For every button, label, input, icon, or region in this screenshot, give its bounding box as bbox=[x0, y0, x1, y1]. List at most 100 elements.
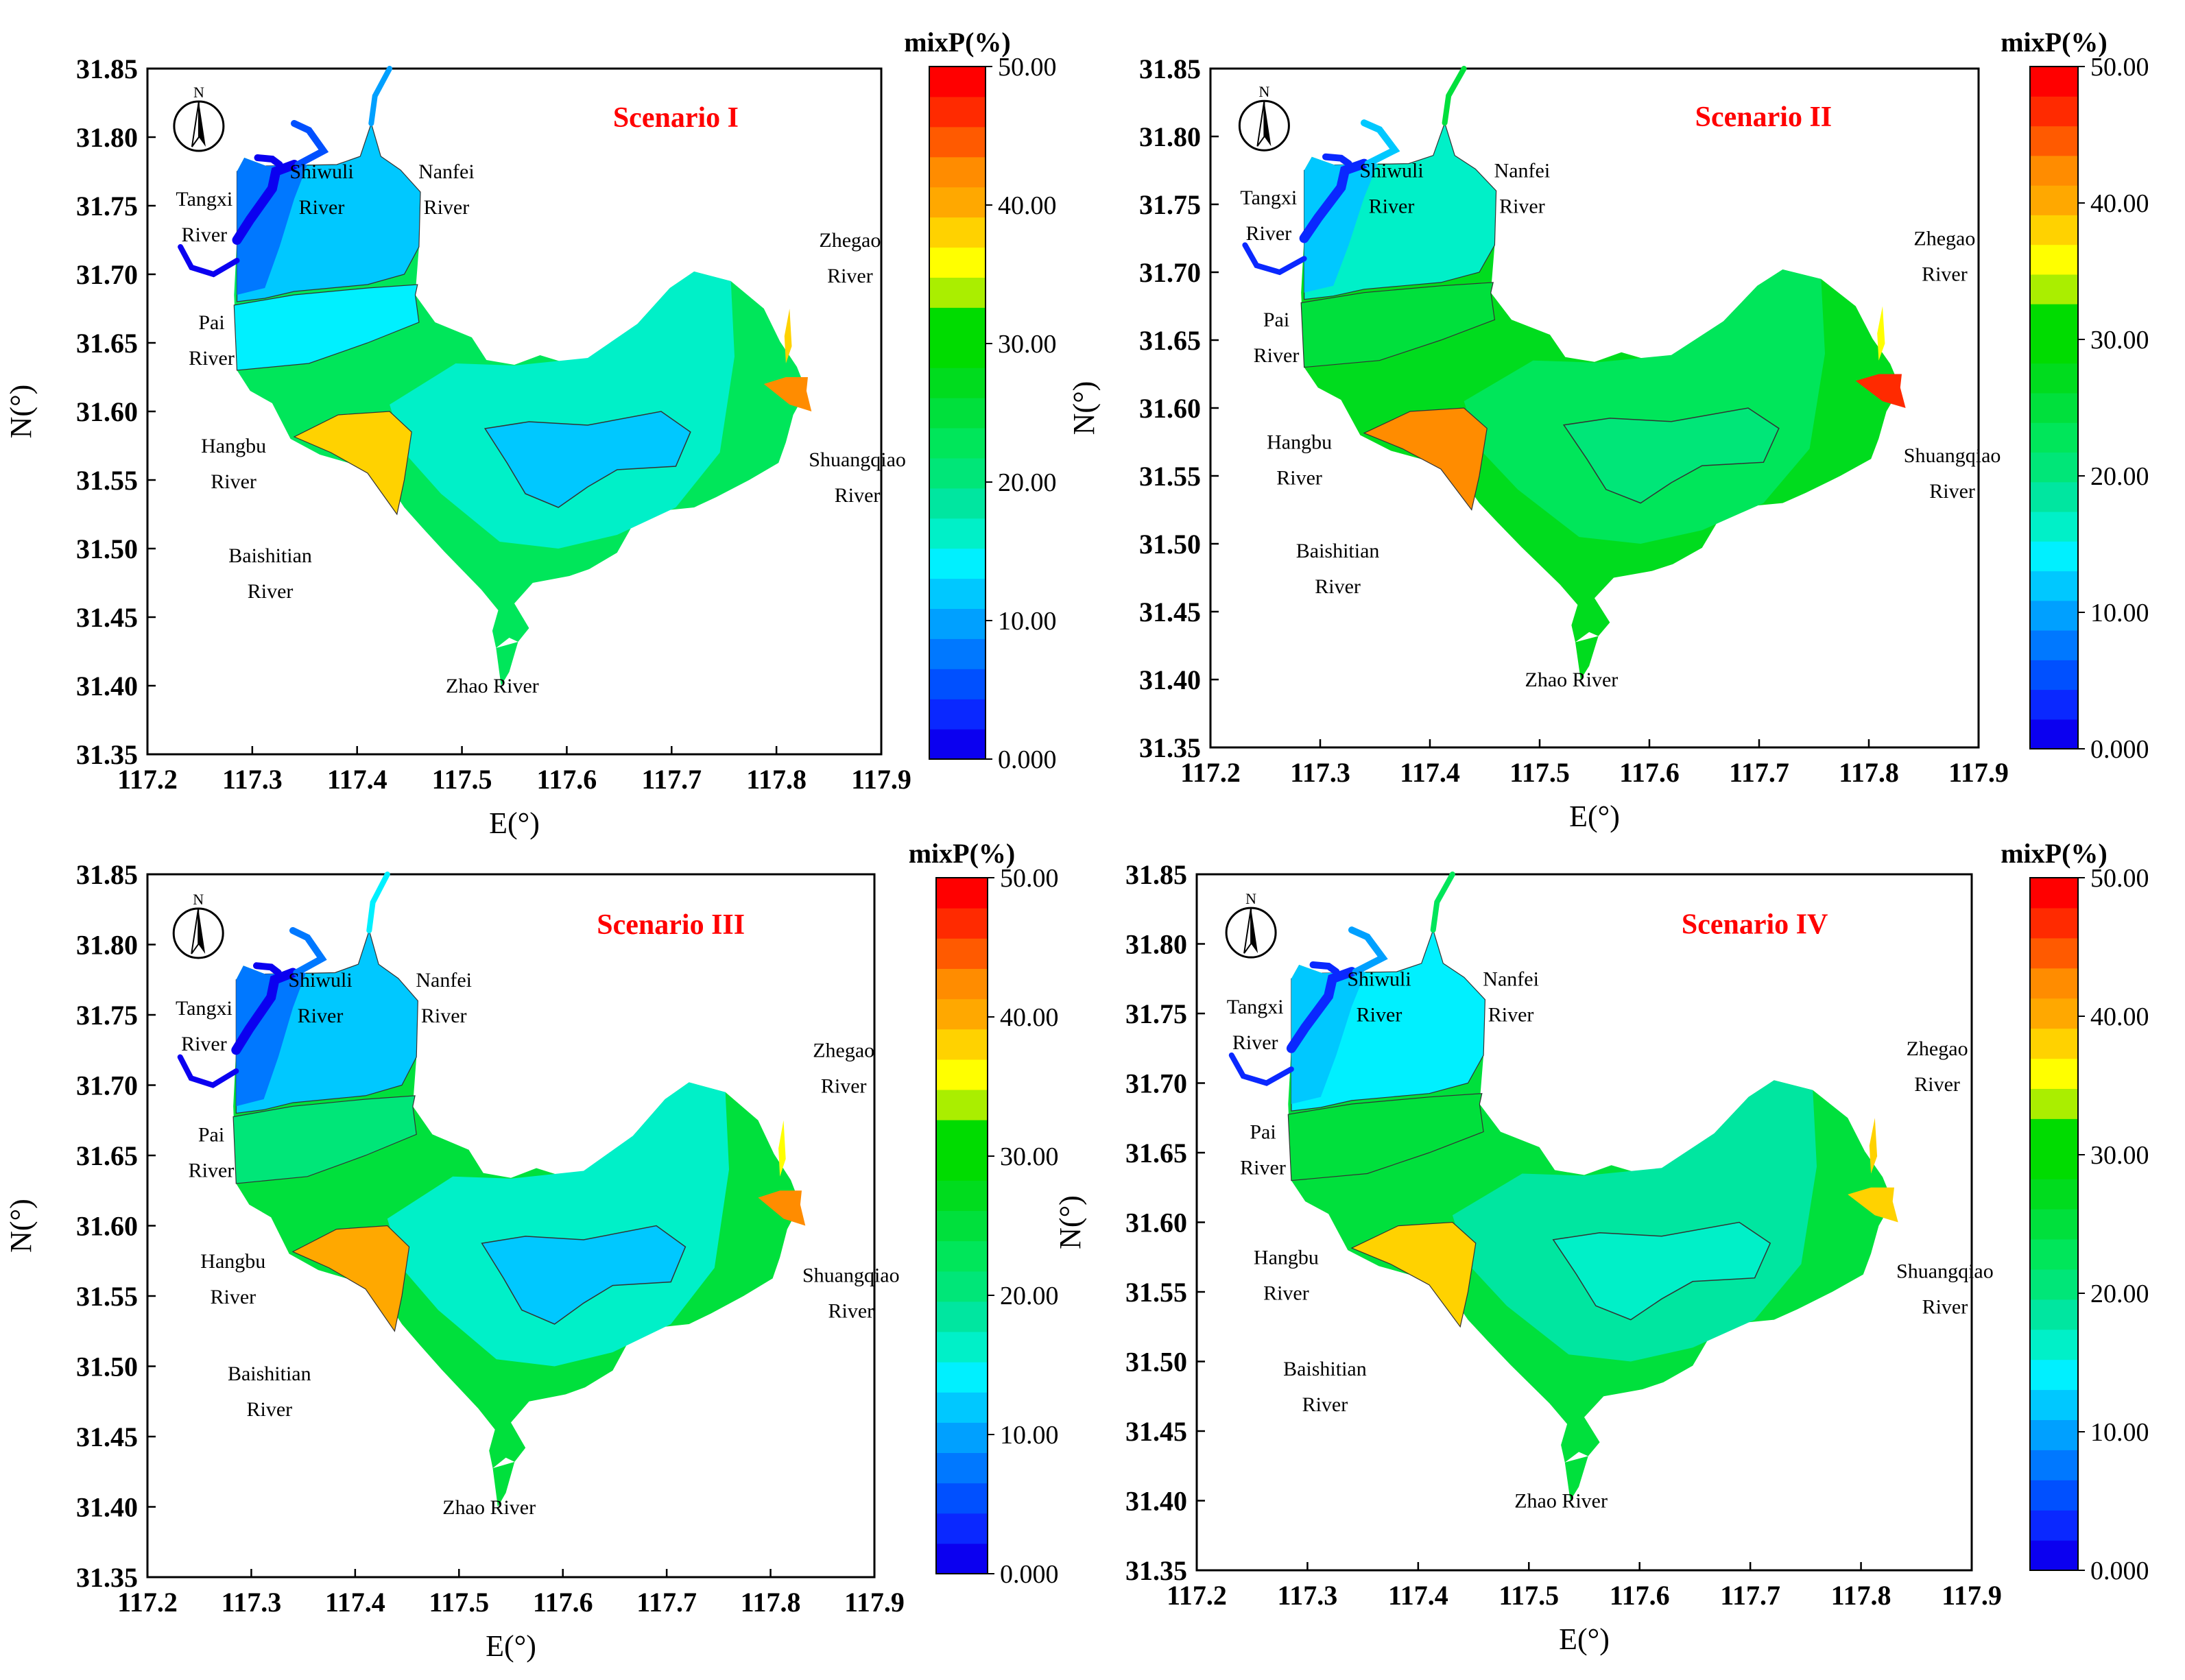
colorbar-title: mixP(%) bbox=[2001, 838, 2108, 869]
river-label: River bbox=[1245, 222, 1291, 245]
colorbar-swatch bbox=[2030, 1419, 2078, 1450]
x-tick-label: 117.7 bbox=[1729, 757, 1789, 788]
colorbar-swatch bbox=[2030, 1149, 2078, 1179]
river-label: Pai bbox=[1263, 309, 1289, 331]
colorbar-swatch bbox=[2030, 511, 2078, 542]
y-tick-label: 31.70 bbox=[76, 1070, 138, 1101]
map-panel-3: N Scenario III Tangxi River Shiwuli River Nanf… bbox=[4, 838, 1059, 1663]
y-tick-label: 31.55 bbox=[76, 465, 138, 496]
x-tick-label: 117.3 bbox=[222, 764, 283, 795]
x-tick-label: 117.5 bbox=[1499, 1580, 1559, 1611]
y-tick-label: 31.35 bbox=[76, 739, 138, 770]
y-tick-label: 31.85 bbox=[1125, 859, 1187, 890]
compass-label: N bbox=[193, 84, 204, 101]
colorbar-tick-label: 40.00 bbox=[1000, 1003, 1059, 1032]
river-label: River bbox=[1488, 1003, 1534, 1026]
y-tick-label: 31.60 bbox=[76, 396, 138, 427]
y-tick-label: 31.50 bbox=[1125, 1347, 1187, 1378]
colorbar-tick-label: 50.00 bbox=[2090, 864, 2149, 893]
x-tick-label: 117.3 bbox=[222, 1587, 282, 1618]
river-label: Pai bbox=[198, 311, 224, 334]
river-label: Hangbu bbox=[200, 1250, 265, 1273]
river-label: River bbox=[181, 1033, 227, 1055]
colorbar-swatch bbox=[2030, 878, 2078, 909]
colorbar-swatch bbox=[936, 1452, 988, 1484]
y-tick-label: 31.60 bbox=[76, 1211, 138, 1242]
y-tick-label: 31.40 bbox=[1125, 1486, 1187, 1517]
x-tick-label: 117.2 bbox=[1167, 1580, 1227, 1611]
colorbar-swatch bbox=[929, 67, 986, 97]
shiwuli-river-channel bbox=[289, 927, 327, 976]
river-label: River bbox=[246, 1398, 292, 1421]
y-tick-label: 31.55 bbox=[1125, 1277, 1187, 1308]
northwest-zone bbox=[237, 158, 308, 295]
y-tick-label: 31.45 bbox=[76, 1421, 138, 1452]
colorbar-swatch bbox=[2030, 660, 2078, 691]
tangxi-river-channel bbox=[232, 160, 299, 245]
colorbar-swatch bbox=[936, 1180, 988, 1211]
zhao-outflow-zone bbox=[1575, 636, 1599, 680]
colorbar: mixP(%)50.00 40.00 30.00 20.00 10.00 0.000 bbox=[909, 838, 1059, 1589]
river-label: River bbox=[828, 1300, 874, 1323]
river-label: Nanfei bbox=[1483, 968, 1539, 990]
colorbar-tick-label: 30.00 bbox=[998, 330, 1057, 359]
colorbar-swatch bbox=[936, 1089, 988, 1120]
river-label: River bbox=[835, 484, 881, 507]
scenario-title: Scenario II bbox=[1695, 101, 1832, 133]
x-tick-label: 117.2 bbox=[117, 764, 178, 795]
y-tick-label: 31.40 bbox=[1139, 664, 1201, 695]
colorbar-swatch bbox=[2030, 1510, 2078, 1541]
x-tick-label: 117.6 bbox=[533, 1587, 593, 1618]
x-tick-label: 117.9 bbox=[851, 764, 911, 795]
shiwuli-river-channel bbox=[1361, 119, 1400, 167]
colorbar-swatch bbox=[929, 669, 986, 699]
pai-river-channel bbox=[178, 244, 240, 278]
west-band-zone bbox=[1287, 1093, 1484, 1181]
colorbar-swatch bbox=[2030, 67, 2078, 97]
river-label: River bbox=[248, 580, 294, 603]
river-label: Baishitian bbox=[1296, 540, 1380, 562]
river-label: River bbox=[421, 1005, 467, 1027]
river-label: Zhegao bbox=[1907, 1037, 1968, 1060]
river-label: River bbox=[1254, 344, 1300, 367]
river-label: Pai bbox=[1250, 1121, 1276, 1144]
river-label: Zhegao bbox=[1913, 227, 1975, 250]
colorbar-tick-label: 30.00 bbox=[2090, 326, 2149, 355]
colorbar-swatch bbox=[2030, 541, 2078, 572]
river-label: River bbox=[1315, 575, 1361, 598]
west-band-zone bbox=[1300, 282, 1496, 368]
river-label: River bbox=[1302, 1393, 1348, 1416]
colorbar-tick-label: 10.00 bbox=[2090, 599, 2149, 627]
north-arrow-icon: N bbox=[173, 84, 225, 152]
y-tick-label: 31.50 bbox=[76, 1352, 138, 1382]
colorbar-swatch bbox=[2030, 1209, 2078, 1240]
river-label: Baishitian bbox=[228, 544, 312, 567]
colorbar-swatch bbox=[2030, 1389, 2078, 1420]
x-tick-label: 117.6 bbox=[537, 764, 597, 795]
shuangqiao-inflow-zone bbox=[1848, 1187, 1898, 1223]
colorbar-swatch bbox=[929, 398, 986, 429]
y-tick-label: 31.65 bbox=[1125, 1138, 1187, 1168]
colorbar-swatch bbox=[2030, 600, 2078, 631]
y-tick-label: 31.50 bbox=[1139, 529, 1201, 560]
colorbar-tick-label: 50.00 bbox=[1000, 864, 1059, 893]
pai-river-channel bbox=[1228, 1052, 1294, 1086]
river-label: Tangxi bbox=[1240, 187, 1297, 209]
northwest-zone bbox=[236, 965, 307, 1107]
x-axis-title: E(°) bbox=[486, 1629, 536, 1663]
river-label: Shuangqiao bbox=[802, 1264, 900, 1287]
colorbar-swatch bbox=[929, 277, 986, 308]
colorbar-swatch bbox=[936, 1422, 988, 1453]
colorbar-tick-label: 0.000 bbox=[2090, 735, 2149, 764]
scenario-title: Scenario IV bbox=[1682, 909, 1828, 940]
colorbar-swatch bbox=[936, 1362, 988, 1393]
y-tick-label: 31.65 bbox=[76, 1140, 138, 1171]
zhao-outflow-zone bbox=[1564, 1456, 1588, 1501]
zhegao-inflow-zone bbox=[778, 1120, 786, 1177]
x-tick-label: 117.9 bbox=[1948, 757, 2009, 788]
colorbar-swatch bbox=[936, 1483, 988, 1514]
y-tick-label: 31.40 bbox=[76, 671, 138, 701]
y-tick-label: 31.55 bbox=[1139, 461, 1201, 492]
river-label: River bbox=[1240, 1157, 1286, 1179]
